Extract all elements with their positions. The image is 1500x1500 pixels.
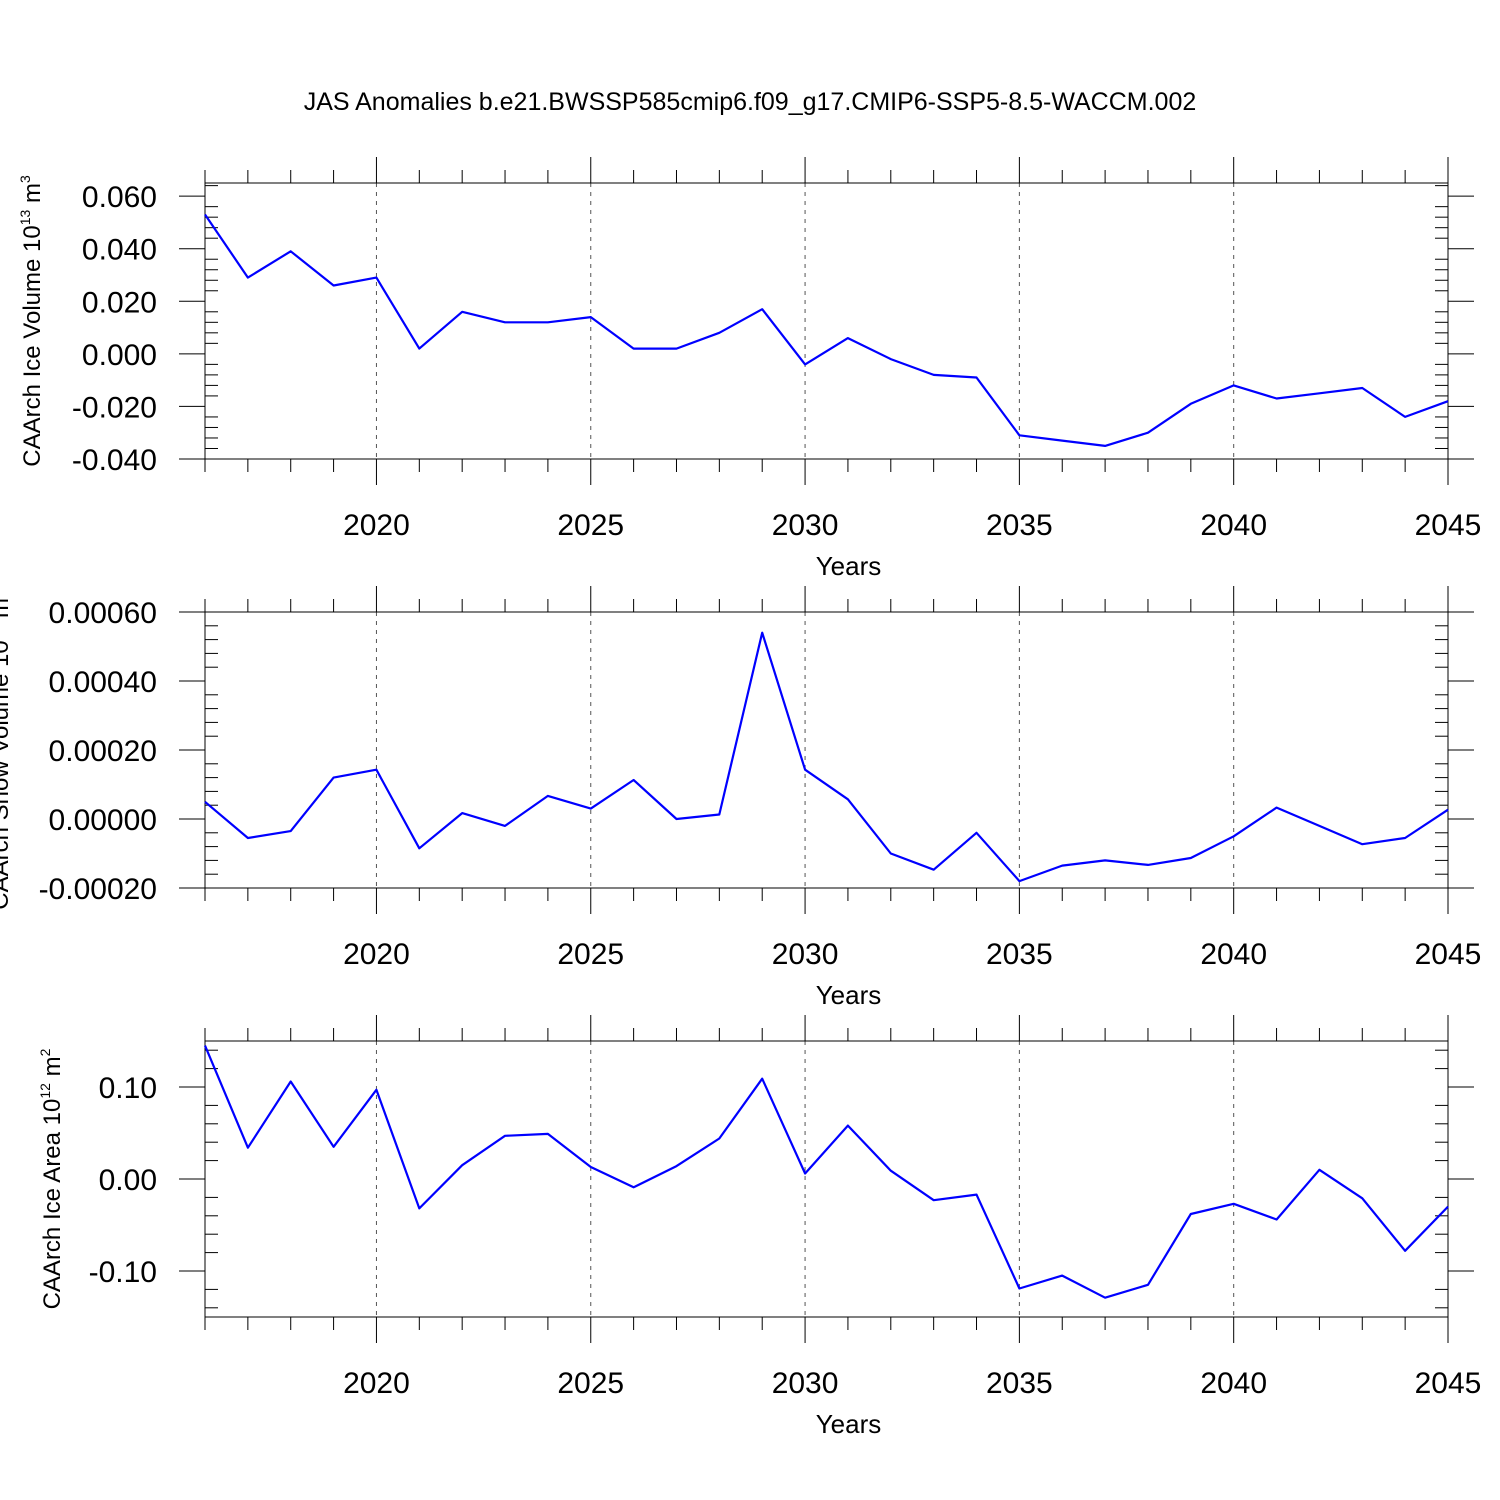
y-axis-label-unit: m [19,183,46,210]
y-tick-label: 0.00060 [49,597,157,630]
panel-2: -0.00020 0.00000 0.00020 0.00040 0.00060 2020… [0,586,1481,1010]
x-tick-label: 2045 [1415,509,1482,542]
x-tick-label: 2035 [986,1367,1053,1400]
y-axis-label-text: CAArch Snow Volume 10 [0,640,14,909]
y-tick-label: 0.020 [82,286,157,319]
y-tick-label: -0.040 [72,444,157,477]
y-tick-label: 0.000 [82,339,157,372]
panel-3: -0.10 0.00 0.10 2020 2025 2030 2035 2040 2045 Yea… [37,1015,1481,1439]
y-axis-label-exponent: 12 [37,1083,53,1099]
y-axis-label-unit-exponent: 3 [17,175,33,183]
x-tick-label: 2035 [986,509,1053,542]
y-tick-label: -0.10 [89,1256,157,1289]
y-tick-label: 0.060 [82,181,157,214]
x-tick-label: 2035 [986,938,1053,971]
y-tick-label: 0.00040 [49,666,157,699]
y-tick-label: 0.00 [99,1164,157,1197]
y-tick-label: 0.10 [99,1072,157,1105]
y-tick-label: -0.020 [72,391,157,424]
chart-panels: -0.040 -0.020 0.000 0.020 0.040 0.060 2020 2025… [0,157,1481,1439]
y-axis-label: CAArch Ice Area 1012 m2 [37,1048,66,1309]
y-tick-label: 0.00020 [49,735,157,768]
x-tick-label: 2025 [557,1367,624,1400]
x-axis-label: Years [816,980,882,1010]
y-axis-label-text: CAArch Ice Area 10 [39,1099,66,1310]
x-axis-label: Years [816,551,882,581]
x-tick-label: 2040 [1200,1367,1267,1400]
y-axis-label-unit: m [0,598,14,625]
data-series-line [204,631,1449,883]
x-tick-label: 2040 [1200,509,1267,542]
x-tick-label: 2020 [343,938,410,971]
data-series-line [204,213,1449,447]
x-tick-label: 2025 [557,938,624,971]
plot-frame [204,182,1449,460]
y-axis-label-exponent: 13 [0,624,1,640]
plot-frame [204,611,1449,889]
x-tick-label: 2020 [343,509,410,542]
x-tick-label: 2030 [772,1367,839,1400]
x-axis-label: Years [816,1409,882,1439]
data-series-line [203,1045,1449,1299]
x-tick-label: 2040 [1200,938,1267,971]
y-axis-label-text: CAArch Ice Volume 10 [19,225,46,466]
y-tick-label: 0.040 [82,234,157,267]
y-axis-label: CAArch Ice Volume 1013 m3 [17,175,46,467]
chart-title: JAS Anomalies b.e21.BWSSP585cmip6.f09_g1… [304,88,1197,116]
x-tick-label: 2045 [1415,938,1482,971]
y-axis-label-exponent: 13 [17,210,33,226]
x-tick-label: 2045 [1415,1367,1482,1400]
y-axis-label-unit-exponent: 3 [0,590,1,598]
x-tick-label: 2030 [772,938,839,971]
y-axis-label: CAArch Snow Volume 1013 m3 [0,590,14,910]
y-tick-label: -0.00020 [39,873,157,906]
y-axis-label-unit-exponent: 2 [37,1048,53,1056]
y-axis-label-unit: m [39,1056,66,1083]
panel-1: -0.040 -0.020 0.000 0.020 0.040 0.060 2020 2025… [17,157,1481,581]
x-tick-label: 2025 [557,509,624,542]
plot-frame [204,1040,1449,1318]
x-tick-label: 2020 [343,1367,410,1400]
y-tick-label: 0.00000 [49,804,157,837]
x-tick-label: 2030 [772,509,839,542]
